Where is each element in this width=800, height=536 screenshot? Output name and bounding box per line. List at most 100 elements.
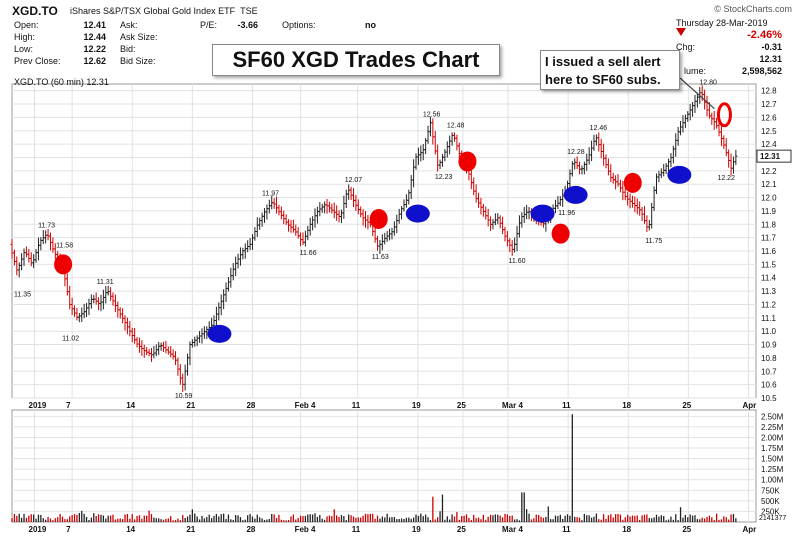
price-annotation-label: 11.31 [97, 279, 114, 286]
chg-label: Chg: [676, 42, 696, 52]
volume-value: 2,598,562 [741, 66, 782, 76]
volume-tick-label: 1.25M [761, 465, 784, 474]
price-tick-label: 10.8 [761, 354, 777, 363]
x-tick-label: 25 [682, 401, 691, 410]
prev-close-label: Prev Close: [14, 56, 61, 66]
volume-tick-label: 2.00M [761, 433, 784, 442]
volume-tick-label: 250K [761, 507, 780, 516]
price-tick-label: 11.4 [761, 274, 777, 283]
volume-label: lume: [684, 66, 707, 76]
price-annotation-label: 11.60 [509, 258, 526, 265]
high-label: High: [14, 32, 36, 42]
note-line-1: I issued a sell alert [545, 54, 661, 69]
price-annotation-label: 11.75 [645, 238, 662, 245]
sell-signal-marker [623, 172, 642, 193]
sell-alert-ring [716, 102, 732, 128]
x-tick-label: 11 [352, 401, 361, 410]
x-tick-label: Mar 4 [502, 401, 523, 410]
ask-label: Ask: [120, 20, 138, 30]
price-annotation-label: 12.80 [699, 80, 717, 87]
price-tick-label: 10.6 [761, 381, 777, 390]
price-tick-label: 11.0 [761, 327, 777, 336]
x-tick-label: 18 [622, 401, 631, 410]
price-tick-label: 11.3 [761, 287, 777, 296]
price-tick-label: 12.6 [761, 113, 777, 122]
price-annotation-label: 12.07 [345, 177, 363, 184]
volume-tick-label: 1.75M [761, 444, 784, 453]
price-tick-label: 12.1 [761, 180, 777, 189]
x-tick-label: Feb 4 [295, 401, 316, 410]
x-tick-label: 11 [562, 525, 571, 534]
price-annotation-label: 11.58 [56, 243, 73, 250]
down-arrow-icon [676, 28, 686, 36]
price-annotation-label: 12.46 [590, 125, 608, 132]
price-annotation-label: 11.73 [38, 223, 55, 230]
last-price-tag [756, 149, 792, 163]
price-annotation-label: 11.02 [62, 336, 79, 343]
volume-tick-label: 750K [761, 486, 780, 495]
sell-alert-note: I issued a sell alert here to SF60 subs. [540, 50, 680, 90]
x-tick-label: Apr [742, 525, 756, 534]
bid-size-label: Bid Size: [120, 56, 156, 66]
sell-signal-marker [458, 151, 477, 172]
fund-name: iShares S&P/TSX Global Gold Index ETF TS… [70, 6, 258, 16]
last-price-label: 12.31 [760, 152, 781, 161]
chart-title: SF60 XGD Trades Chart [212, 44, 500, 76]
sell-signal-marker [369, 208, 388, 229]
sell-signal-marker [551, 223, 570, 244]
price-tick-label: 11.8 [761, 220, 777, 229]
x-tick-label: 7 [66, 401, 71, 410]
options-value: no [365, 20, 376, 30]
price-annotation-label: 12.28 [567, 149, 585, 156]
x-tick-label: 18 [622, 525, 631, 534]
volume-last-label: 2141377 [759, 515, 786, 522]
low-value: 12.22 [83, 44, 106, 54]
buy-signal-marker [530, 204, 555, 223]
chg-value: -0.31 [761, 42, 782, 52]
ticker-symbol: XGD.TO [12, 4, 58, 18]
open-label: Open: [14, 20, 39, 30]
price-annotation-label: 11.63 [372, 254, 389, 261]
volume-panel-frame [11, 409, 757, 523]
sell-signal-marker [54, 254, 73, 275]
volume-tick-label: 1.50M [761, 455, 784, 464]
price-annotation-label: 11.35 [14, 291, 31, 298]
exchange-label: TSE [240, 6, 258, 16]
date-label: Thursday 28-Mar-2019 [676, 18, 768, 28]
x-tick-label: Feb 4 [295, 525, 316, 534]
x-tick-label: 2019 [29, 525, 47, 534]
price-tick-label: 11.9 [761, 207, 777, 216]
x-tick-label: 7 [66, 525, 71, 534]
quote-header: XGD.TO iShares S&P/TSX Global Gold Index… [0, 0, 800, 90]
x-tick-label: 11 [562, 401, 571, 410]
price-tick-label: 12.2 [761, 167, 777, 176]
annotation-arrow [679, 77, 715, 110]
copyright: © StockCharts.com [714, 4, 792, 14]
high-value: 12.44 [83, 32, 106, 42]
options-label: Options: [282, 20, 316, 30]
price-tick-label: 11.5 [761, 260, 777, 269]
price-annotation-label: 12.23 [435, 174, 453, 181]
price-annotation-label: 11.97 [262, 191, 279, 198]
buy-signal-marker [563, 185, 588, 204]
x-tick-label: 2019 [29, 401, 47, 410]
price-tick-label: 11.7 [761, 234, 777, 243]
fund-name-text: iShares S&P/TSX Global Gold Index ETF [70, 6, 236, 16]
x-tick-label: 19 [412, 525, 421, 534]
chart-legend: XGD.TO (60 min) 12.31 [14, 77, 109, 87]
price-tick-label: 11.1 [761, 314, 777, 323]
x-tick-label: 14 [126, 401, 135, 410]
price-tick-label: 11.2 [761, 300, 777, 309]
note-line-2: here to SF60 subs. [545, 72, 661, 87]
volume-tick-label: 2.25M [761, 423, 784, 432]
price-tick-label: 12.7 [761, 100, 777, 109]
x-tick-label: 28 [246, 401, 255, 410]
price-tick-label: 10.9 [761, 341, 777, 350]
x-tick-label: 21 [186, 401, 195, 410]
price-annotation-label: 12.56 [423, 112, 441, 119]
x-tick-label: 21 [186, 525, 195, 534]
volume-tick-label: 1.00M [761, 476, 784, 485]
last-value: 12.31 [759, 54, 782, 64]
price-annotation-label: 11.96 [558, 210, 575, 217]
